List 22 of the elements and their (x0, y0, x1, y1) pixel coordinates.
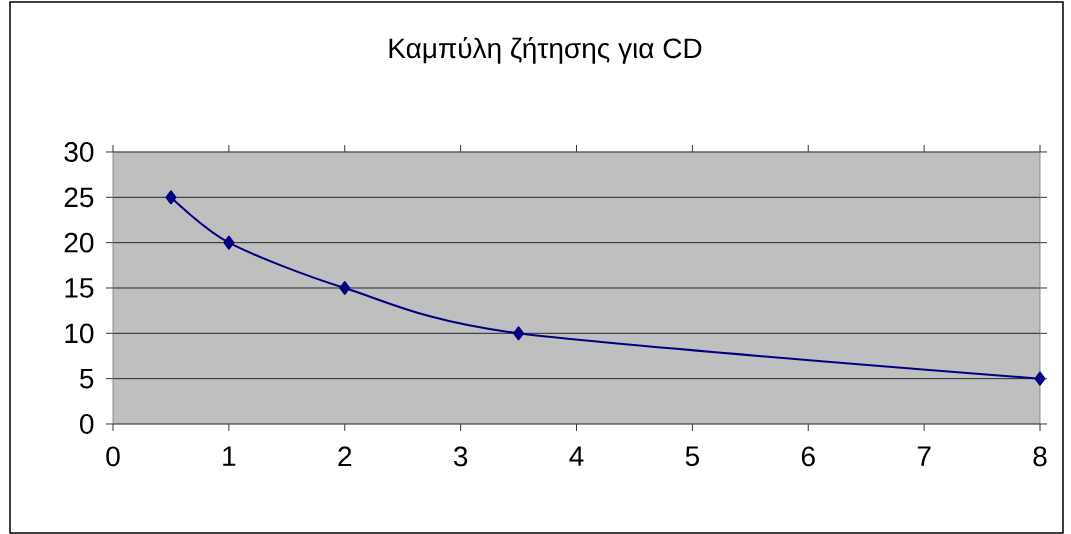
y-tick-label: 5 (80, 368, 94, 389)
point (1034, 371, 1046, 386)
y-tick-label: 30 (64, 142, 94, 162)
chart-title: Καμπύλη ζήτησης για CD (389, 36, 702, 64)
x-tick-label: 4 (569, 446, 584, 466)
y-tick-label: 0 (80, 414, 94, 434)
y-tick-label: 25 (64, 187, 94, 208)
point (339, 280, 351, 295)
x-tick-label: 8 (1033, 446, 1047, 467)
x-tick-label: 1 (223, 446, 236, 466)
point (513, 326, 525, 341)
y-tick-label: 20 (64, 232, 94, 253)
x-tick-label: 0 (106, 446, 120, 467)
x-tick-label: 6 (801, 446, 815, 467)
x-tick-label: 3 (453, 446, 468, 467)
x-tick-label: 2 (338, 446, 352, 467)
x-tick-label: 5 (685, 446, 699, 467)
y-tick-label: 15 (65, 278, 94, 298)
point (165, 190, 177, 205)
x-tick-label: 7 (917, 446, 931, 466)
point (223, 235, 235, 250)
y-tick-label: 10 (65, 323, 94, 344)
